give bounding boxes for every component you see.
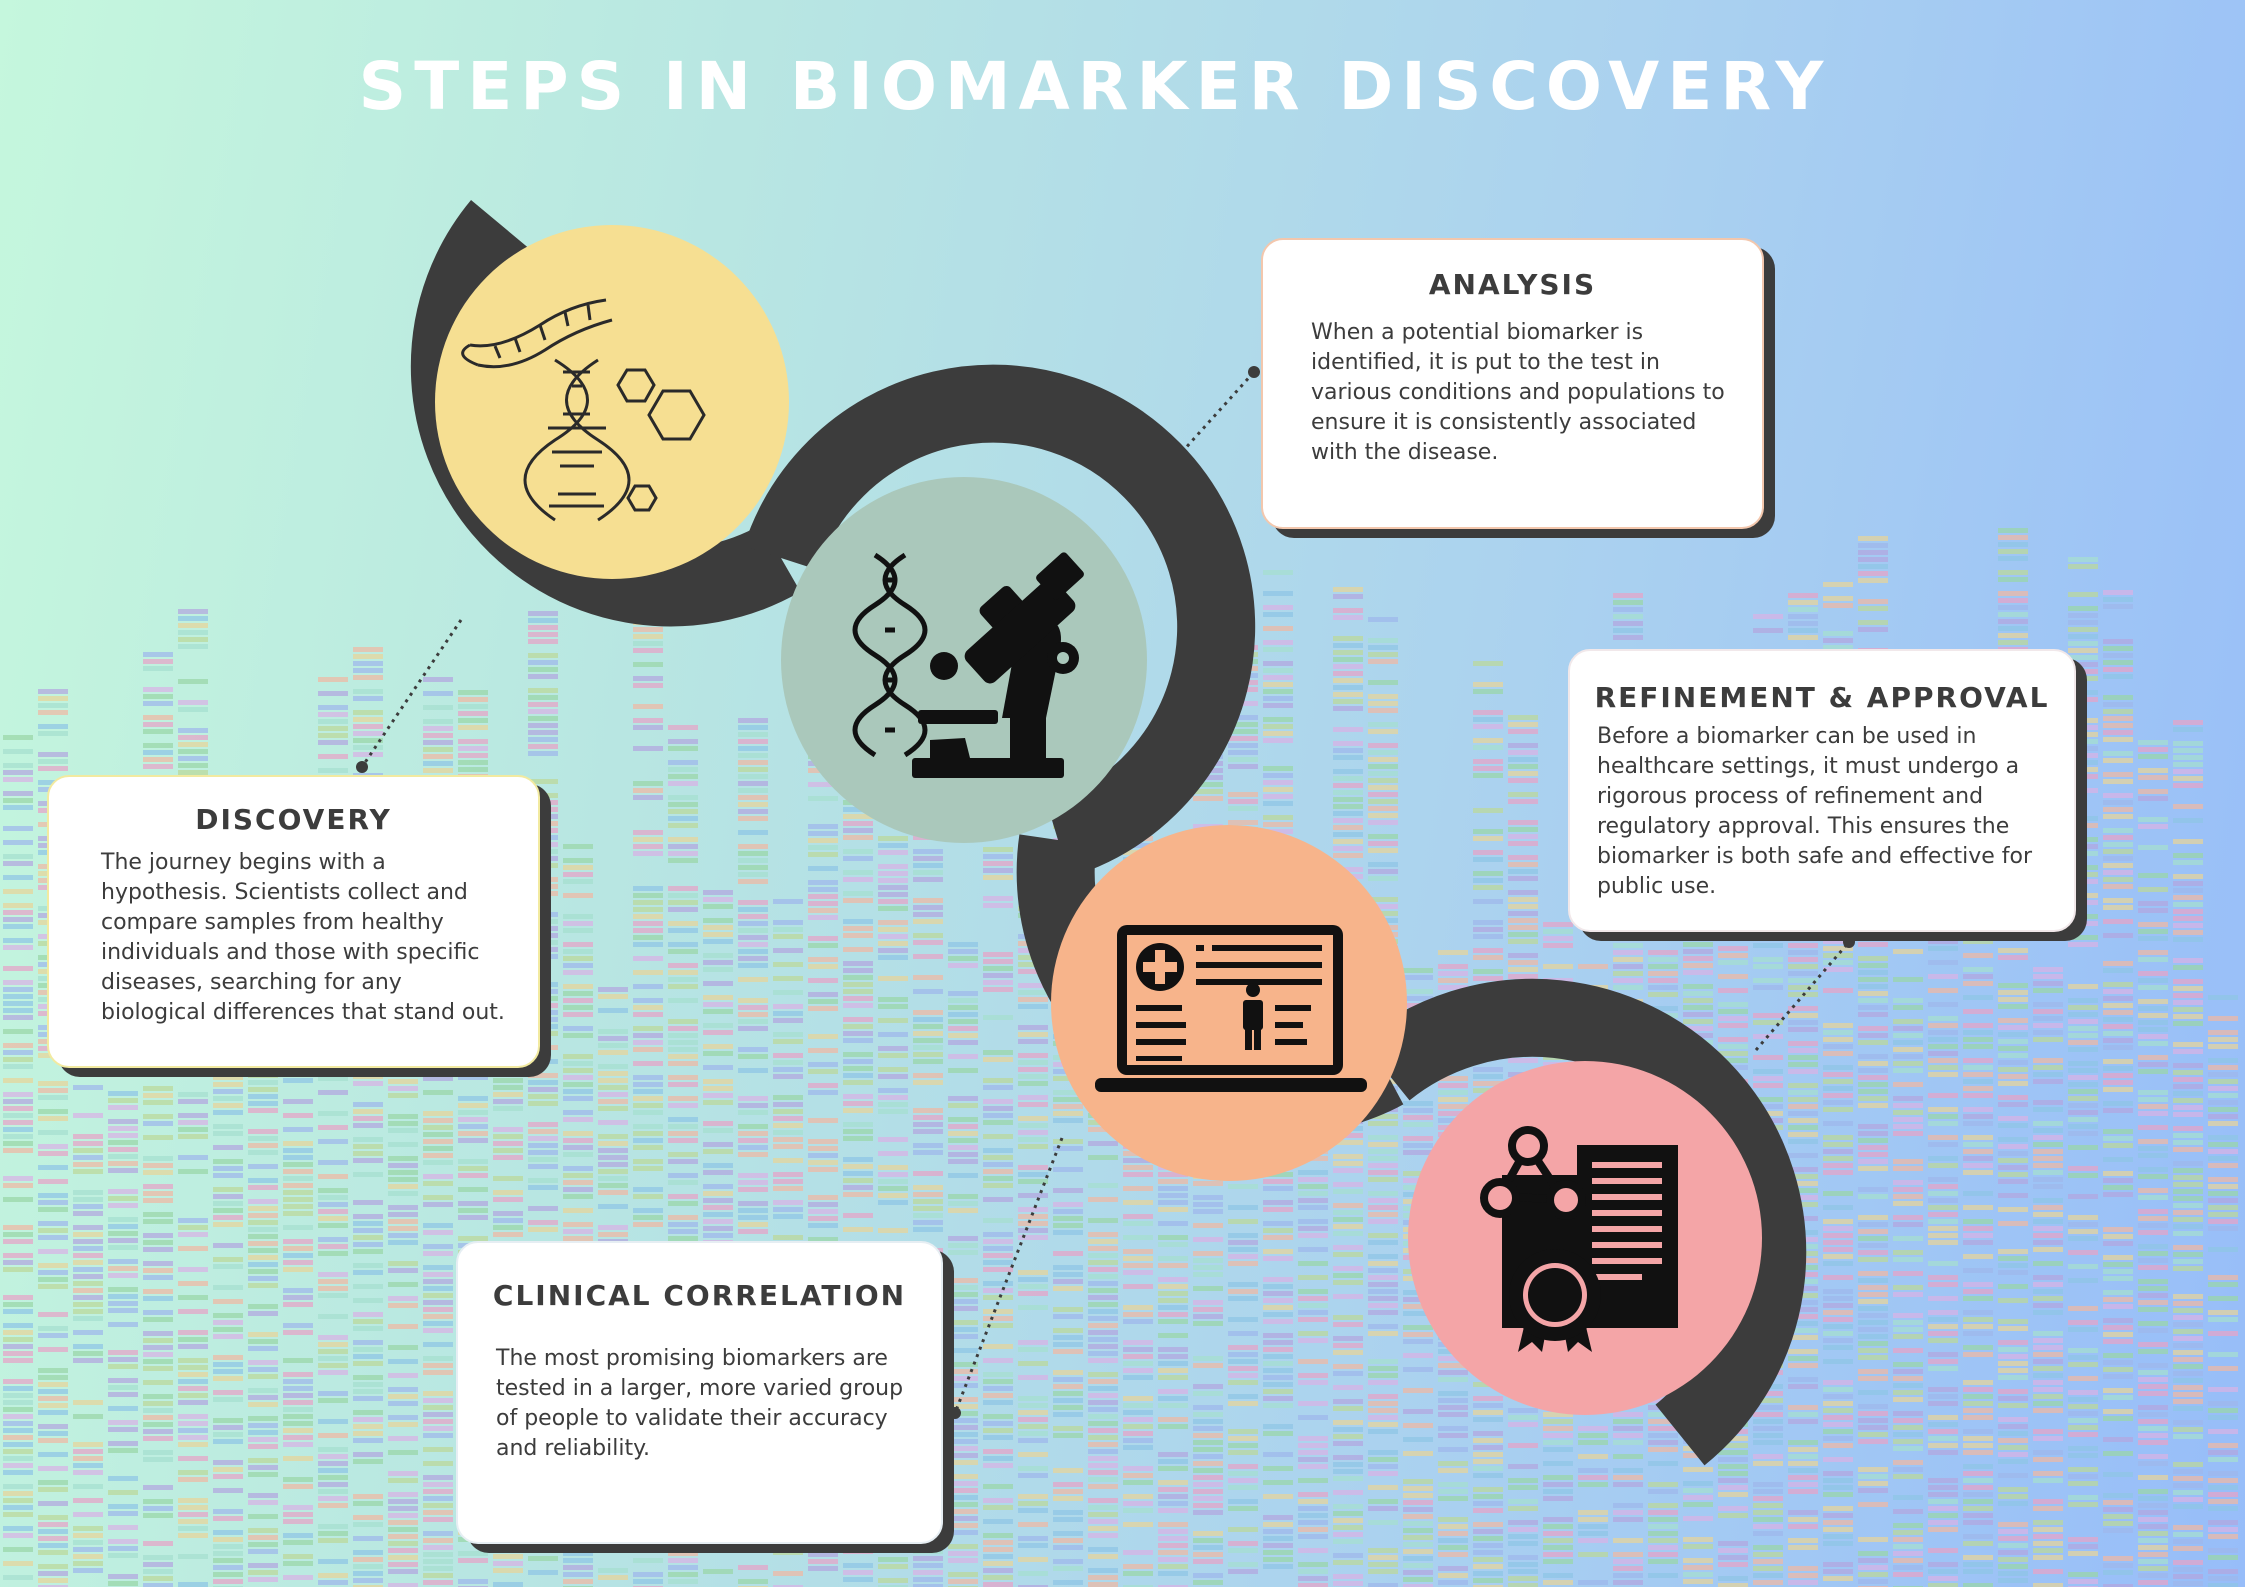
connector-clinical [953,1137,1064,1414]
clinical-correlation-heading: CLINICAL CORRELATION [492,1279,907,1312]
analysis-card: ANALYSIS When a potential biomarker is i… [1261,238,1764,529]
clinical-correlation-text: The most promising biomarkers are tested… [496,1346,904,1461]
certificate-approval-icon [1480,1126,1678,1352]
analysis-heading: ANALYSIS [1428,268,1597,301]
discovery-circle [435,225,789,579]
connector-dot-analysis [1248,366,1260,378]
discovery-heading: DISCOVERY [195,803,392,836]
discovery-text: The journey begins with a hypothesis. Sc… [101,850,505,1025]
connector-dot-refinement [1843,936,1855,948]
connector-refinement [1754,941,1851,1051]
discovery-card: DISCOVERY The journey begins with a hypo… [47,775,540,1068]
microscope-dna-icon [852,552,1084,778]
connector-dot-clinical [949,1407,961,1419]
ribbon-segment-4 [1360,978,1807,1466]
analysis-text: When a potential biomarker is identified… [1311,320,1725,465]
refinement-approval-card: REFINEMENT & APPROVAL Before a biomarker… [1568,649,2076,932]
analysis-circle [781,477,1147,843]
dna-molecule-icon [461,298,706,522]
connector-dot-discovery [356,761,368,773]
laptop-medical-record-icon [1095,925,1367,1092]
refinement-approval-heading: REFINEMENT & APPROVAL [1594,681,2050,714]
page-title: STEPS IN BIOMARKER DISCOVERY [358,48,1832,125]
refinement-approval-text: Before a biomarker can be used in health… [1597,724,2033,899]
clinical-correlation-card: CLINICAL CORRELATION The most promising … [456,1241,943,1544]
connector-discovery [360,619,463,768]
ribbon-segment-2 [743,364,1256,878]
